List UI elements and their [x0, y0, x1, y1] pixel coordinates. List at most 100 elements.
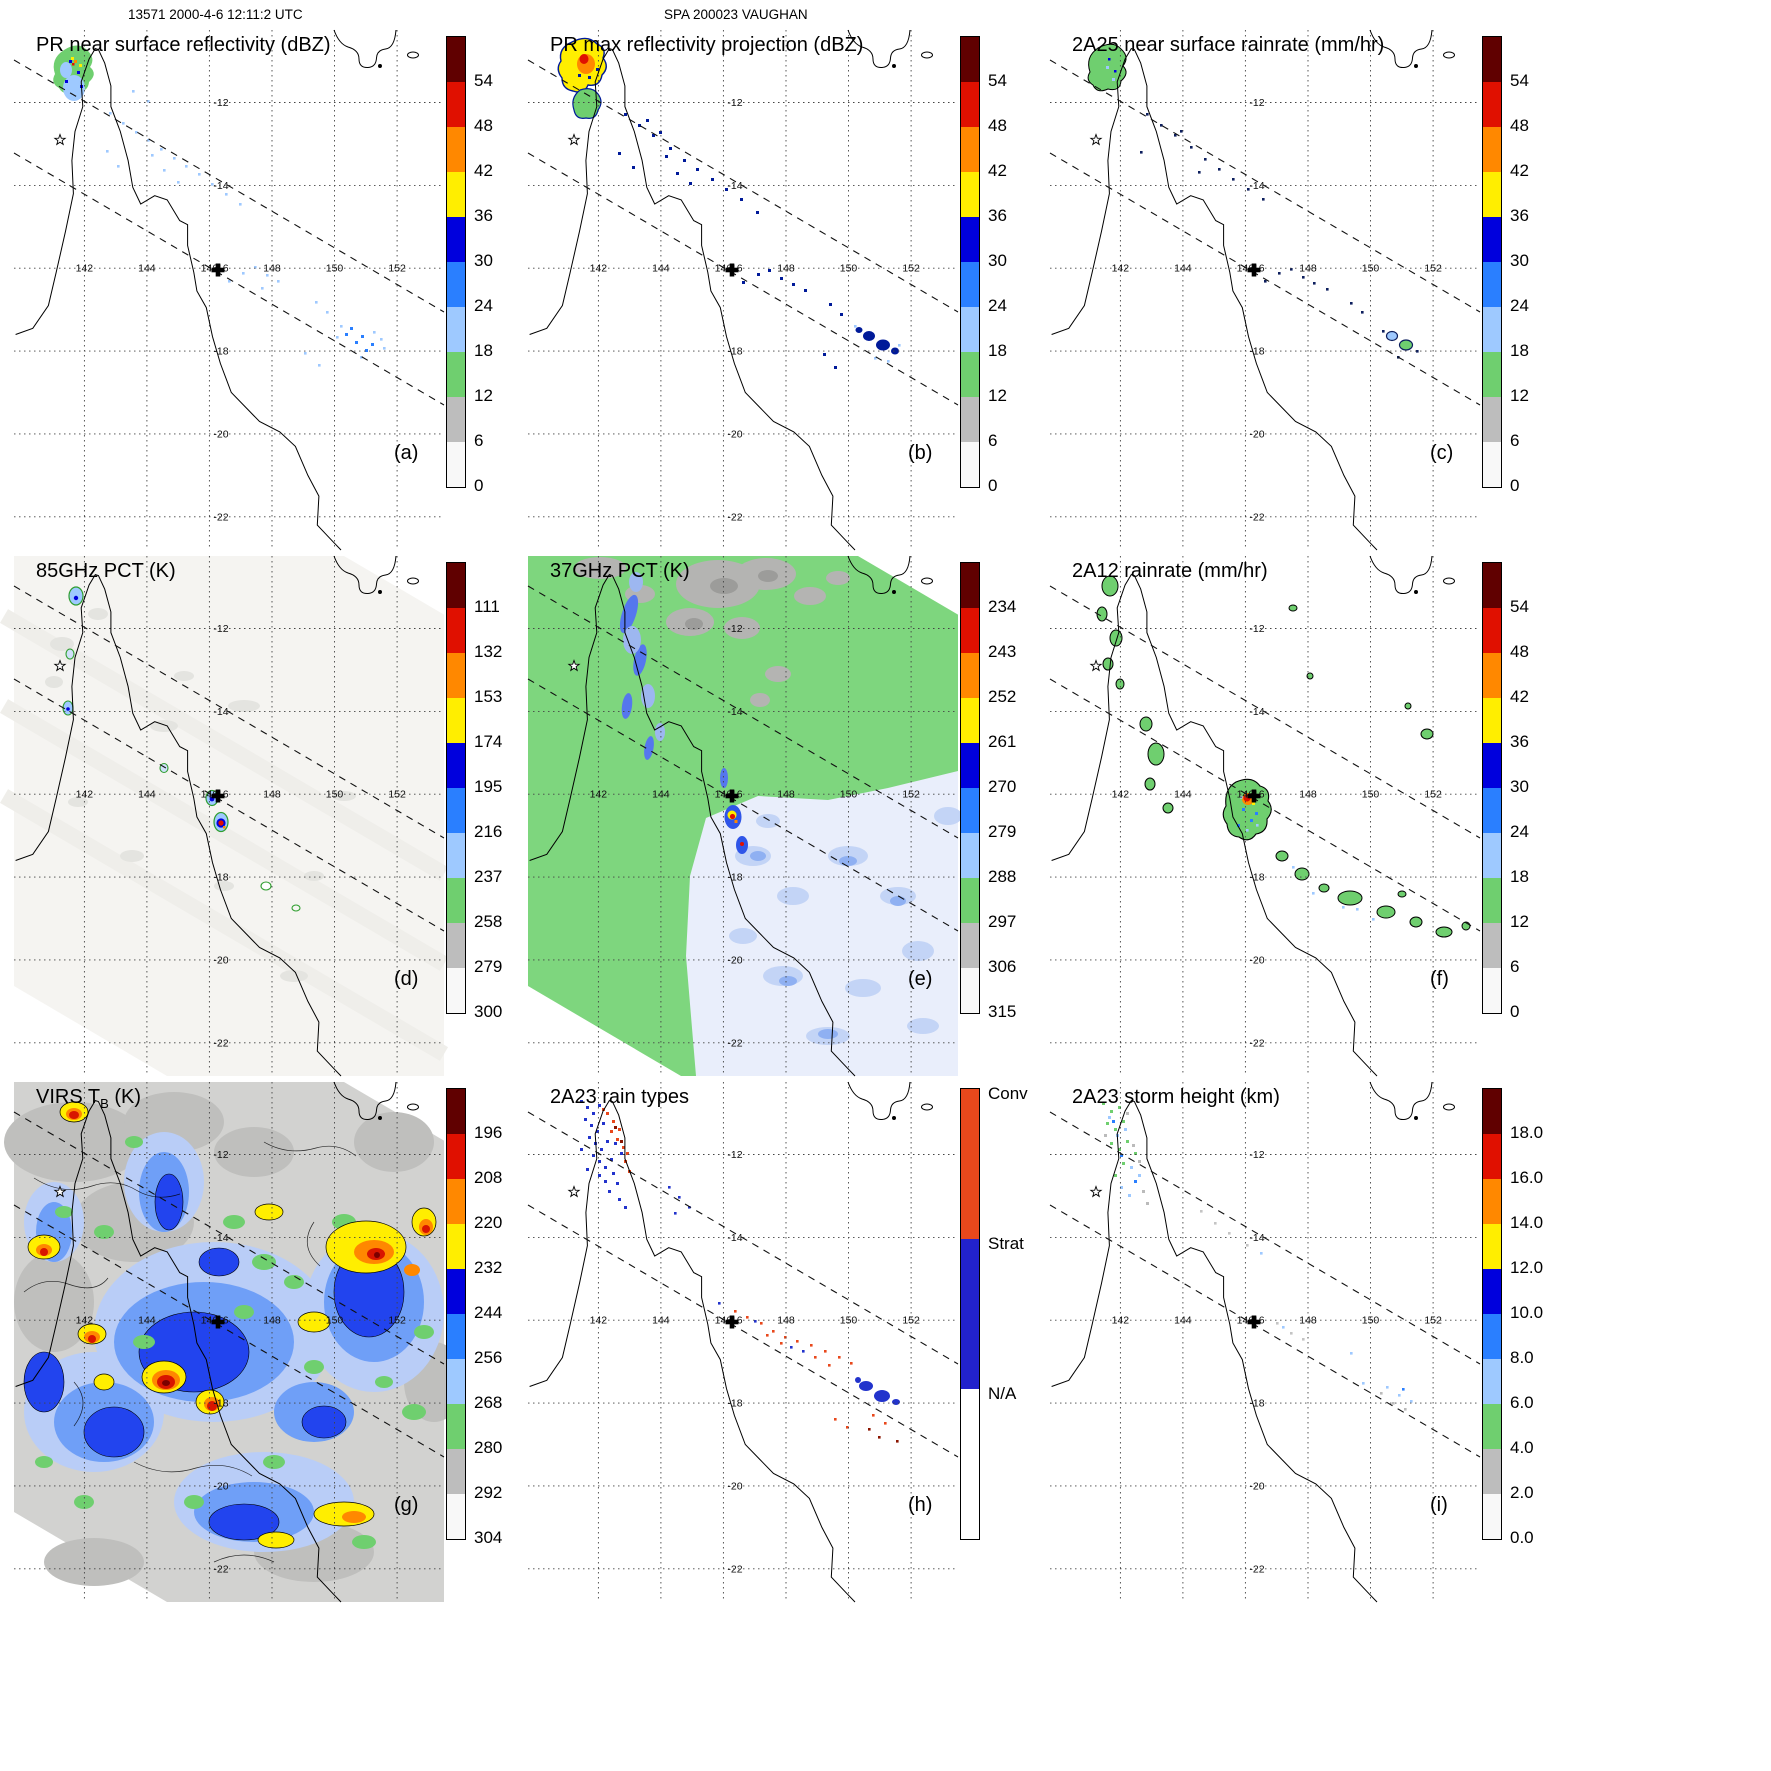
coastline	[529, 1100, 856, 1603]
svg-text:-20: -20	[1249, 1480, 1264, 1492]
svg-text:148: 148	[263, 263, 281, 275]
colorbar-tick-label: 30	[474, 251, 493, 270]
svg-text:152: 152	[902, 263, 920, 275]
radar-site-plus-marker	[1247, 789, 1261, 803]
colorbar-segment	[1483, 608, 1501, 653]
colorbar-segment	[447, 1314, 465, 1359]
colorbar-tick-label: 42	[474, 161, 493, 180]
island-coastline	[333, 29, 419, 69]
colorbar-tick-label: 279	[988, 822, 1017, 841]
gridlines	[14, 30, 444, 550]
case-id-label: SPA 200023 VAUGHAN	[664, 7, 808, 22]
radar-site-plus-marker	[211, 263, 225, 277]
svg-text:-12: -12	[727, 97, 742, 109]
colorbar-tick-label: 280	[474, 1438, 503, 1457]
colorbar-segment	[447, 352, 465, 397]
svg-text:152: 152	[388, 789, 406, 801]
svg-text:144: 144	[1174, 263, 1192, 275]
colorbar-segment	[961, 82, 979, 127]
colorbar-segment	[447, 923, 465, 968]
colorbar-tick-label: 54	[1510, 71, 1529, 90]
colorbar-tick-label: 4.0	[1510, 1438, 1534, 1457]
svg-text:142: 142	[590, 789, 608, 801]
svg-text:-22: -22	[727, 1563, 742, 1575]
colorbar-segment	[1483, 82, 1501, 127]
svg-text:-18: -18	[213, 1398, 228, 1410]
colorbar-segment	[1483, 968, 1501, 1013]
colorbar-tick-label: 261	[988, 732, 1017, 751]
radar-site-plus-marker	[211, 789, 225, 803]
colorbar-segment	[447, 1449, 465, 1494]
panel-letter: (d)	[394, 968, 419, 990]
colorbar-segment	[447, 653, 465, 698]
radar-site-plus-marker	[1247, 1315, 1261, 1329]
colorbar-segment	[1483, 788, 1501, 833]
panel-title: 2A23 storm height (km)	[1072, 1086, 1280, 1108]
site-star-marker	[53, 133, 67, 146]
svg-text:148: 148	[1299, 789, 1317, 801]
colorbar-segment	[447, 968, 465, 1013]
colorbar	[960, 1088, 980, 1540]
colorbar-segment	[1483, 563, 1501, 608]
colorbar-segment	[1483, 833, 1501, 878]
svg-text:142: 142	[76, 263, 94, 275]
svg-text:150: 150	[1362, 1315, 1380, 1327]
svg-text:-20: -20	[213, 954, 228, 966]
site-star-marker	[567, 133, 581, 146]
svg-text:150: 150	[326, 1315, 344, 1327]
colorbar-tick-label: 304	[474, 1528, 503, 1547]
colorbar-tick-label: 244	[474, 1303, 503, 1322]
site-star-marker	[1089, 133, 1103, 146]
island-coastline	[333, 1081, 419, 1121]
colorbar-tick-label: 132	[474, 642, 503, 661]
gridlines	[528, 1082, 958, 1602]
colorbar-tick-label: 18	[1510, 867, 1529, 886]
svg-text:144: 144	[138, 789, 156, 801]
svg-text:150: 150	[840, 1315, 858, 1327]
svg-text:-22: -22	[213, 1037, 228, 1049]
colorbar-segment	[1483, 352, 1501, 397]
svg-text:-12: -12	[727, 1149, 742, 1161]
panel-letter: (h)	[908, 1494, 933, 1516]
svg-text:-22: -22	[213, 511, 228, 523]
svg-text:142: 142	[76, 1315, 94, 1327]
colorbar-tick-label: 306	[988, 957, 1017, 976]
panel-title: 37GHz PCT (K)	[550, 560, 690, 582]
panel-title: VIRS TB (K)	[36, 1086, 141, 1111]
svg-text:152: 152	[902, 1315, 920, 1327]
colorbar-tick-label: 6	[988, 431, 998, 450]
panel-title: 2A12 rainrate (mm/hr)	[1072, 560, 1268, 582]
svg-text:-22: -22	[1249, 511, 1264, 523]
svg-text:-14: -14	[213, 180, 228, 192]
svg-text:-12: -12	[1249, 97, 1264, 109]
svg-text:144: 144	[138, 263, 156, 275]
colorbar-tick-label: 48	[1510, 116, 1529, 135]
colorbar-segment	[961, 217, 979, 262]
panel-title: 2A25 near surface rainrate (mm/hr)	[1072, 34, 1385, 56]
coastline	[1051, 48, 1378, 551]
gridlines	[1050, 1082, 1480, 1602]
colorbar-tick-label: 10.0	[1510, 1303, 1544, 1322]
colorbar-segment	[1483, 1224, 1501, 1269]
svg-text:-18: -18	[1249, 1398, 1264, 1410]
colorbar-segment	[961, 968, 979, 1013]
gridlines	[14, 556, 444, 1076]
tmi-rainrate-cells	[1096, 575, 1471, 938]
swath-edge-lines	[1049, 59, 1481, 406]
colorbar-segment	[1483, 698, 1501, 743]
colorbar-tick-label: 270	[988, 777, 1017, 796]
colorbar-segment	[1483, 127, 1501, 172]
colorbar-segment	[447, 127, 465, 172]
colorbar-segment	[447, 698, 465, 743]
svg-text:148: 148	[1299, 1315, 1317, 1327]
colorbar-segment	[1483, 442, 1501, 487]
colorbar	[446, 36, 466, 488]
colorbar-segment	[1483, 1404, 1501, 1449]
colorbar-segment	[1483, 172, 1501, 217]
svg-text:152: 152	[1424, 263, 1442, 275]
colorbar-segment	[1483, 653, 1501, 698]
